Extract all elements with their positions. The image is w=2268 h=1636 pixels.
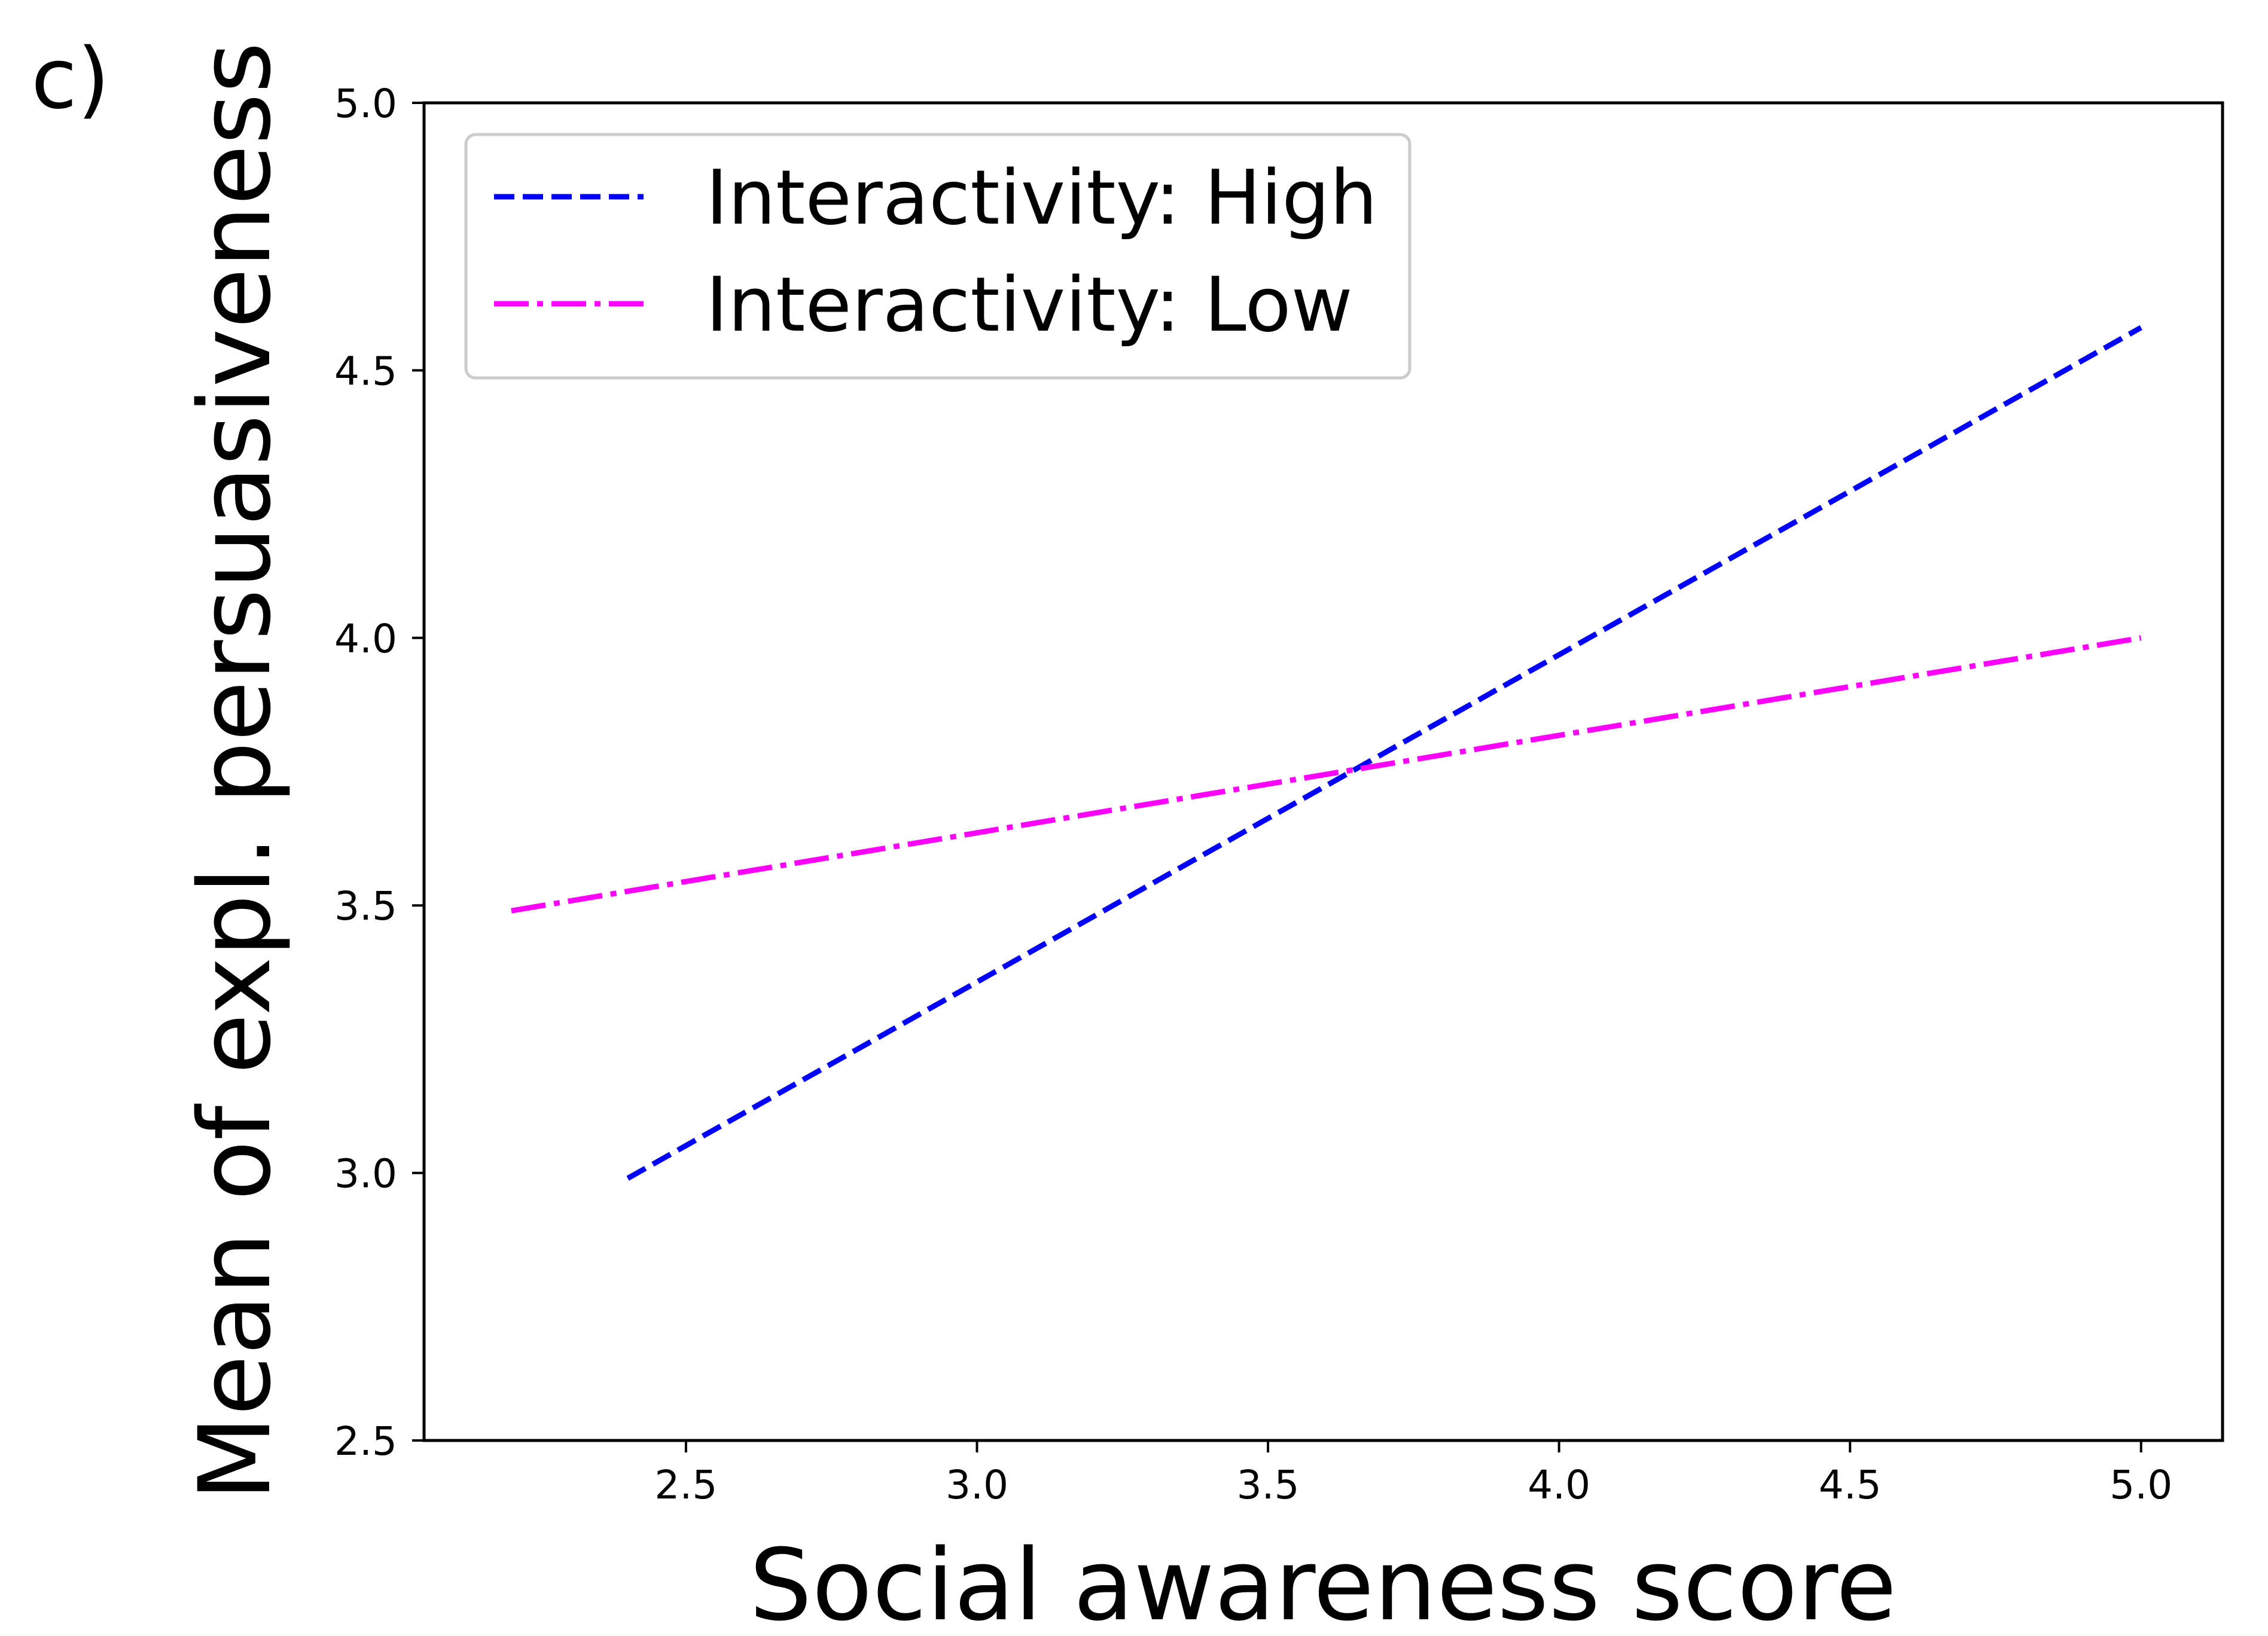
series-line-low	[511, 635, 2142, 914]
x-tick-label: 3.5	[1237, 1462, 1300, 1508]
y-tick-label: 3.0	[334, 1151, 397, 1197]
y-tick-label: 2.5	[334, 1418, 397, 1464]
x-tick-label: 4.0	[1528, 1462, 1590, 1508]
x-tick-label: 4.5	[1819, 1462, 1882, 1508]
panel-label: c)	[31, 30, 110, 128]
y-tick-label: 4.0	[334, 616, 397, 662]
x-tick-label: 2.5	[654, 1462, 717, 1508]
x-axis-label: Social awareness score	[749, 1528, 1897, 1636]
series-layer	[511, 325, 2142, 1181]
y-tick-label: 4.5	[334, 348, 397, 394]
y-axis-ticks: 2.5 3.0 3.5 4.0 4.5 5.0	[334, 81, 424, 1464]
series-line-high	[626, 325, 2142, 1181]
legend-label-low: Interactivity: Low	[706, 261, 1353, 349]
y-tick-label: 3.5	[334, 883, 397, 929]
legend-box	[464, 133, 1412, 380]
legend-label-high: Interactivity: High	[706, 154, 1377, 242]
x-tick-label: 3.0	[946, 1462, 1008, 1508]
y-tick-label: 5.0	[334, 81, 397, 127]
y-axis-label: Mean of expl. persuasiveness	[178, 42, 292, 1501]
x-tick-label: 5.0	[2110, 1462, 2172, 1508]
legend: Interactivity: High Interactivity: Low	[464, 133, 1412, 380]
axes-frame	[422, 101, 2224, 1442]
x-axis-ticks: 2.5 3.0 3.5 4.0 4.5 5.0	[654, 1440, 2172, 1508]
